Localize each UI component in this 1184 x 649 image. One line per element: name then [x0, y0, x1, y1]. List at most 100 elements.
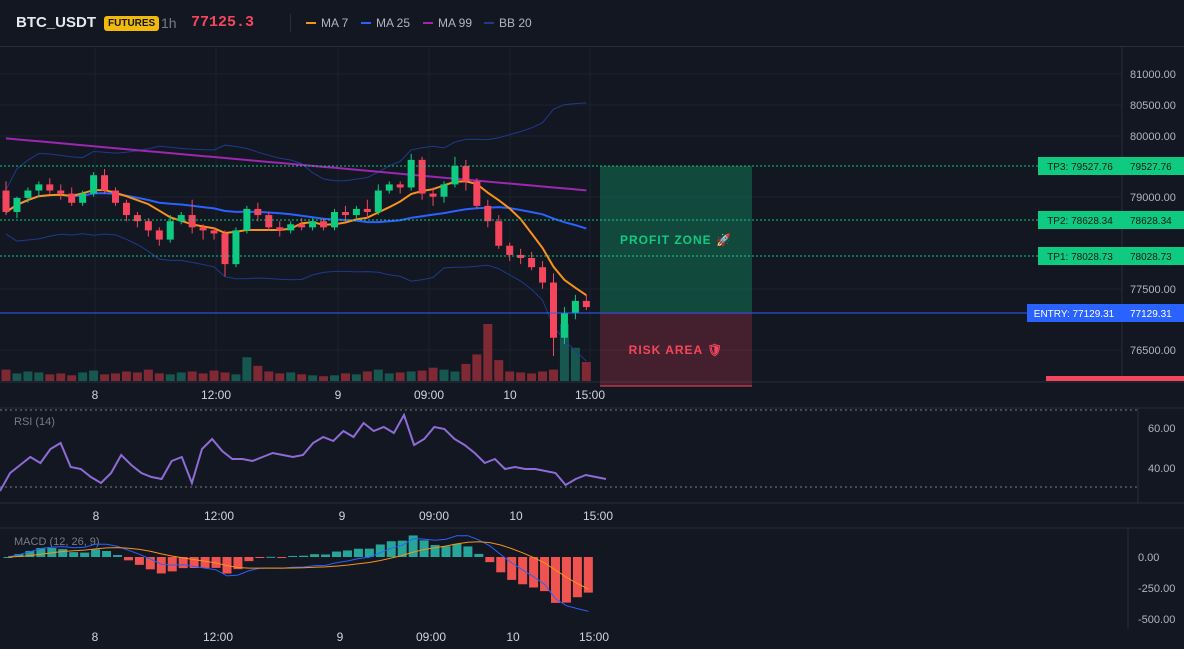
volume-bar: [154, 373, 164, 381]
tp1-axis-tag: [1122, 247, 1184, 265]
candle-body: [582, 300, 590, 308]
candle-body: [407, 159, 415, 188]
legend-bb20[interactable]: BB 20: [484, 16, 532, 30]
candle-body: [79, 193, 87, 203]
macd-histogram-bar: [299, 555, 309, 557]
time-label: 9: [335, 388, 342, 402]
volume-bar: [319, 376, 329, 381]
legend-ma7[interactable]: MA 7: [306, 16, 348, 30]
volume-bar: [373, 369, 383, 381]
volume-bar: [231, 374, 241, 381]
candle-body: [495, 221, 503, 246]
time-label: 12:00: [201, 388, 231, 402]
volume-bar: [505, 371, 515, 381]
candle-body: [265, 215, 273, 228]
entry-tag: [1027, 304, 1122, 322]
volume-bar: [67, 375, 77, 381]
candle-body: [243, 208, 251, 231]
candle-body: [13, 197, 21, 212]
entry-axis-tag: [1122, 304, 1184, 322]
candle-body: [68, 193, 76, 203]
tp2-tag: [1038, 211, 1122, 229]
time-label: 8: [92, 388, 99, 402]
entry-axis-value: 77129.31: [1130, 309, 1172, 320]
bb-upper-line: [5, 102, 587, 191]
volume-bar: [395, 372, 405, 381]
tp2-tag-label: TP2: 78628.34: [1047, 216, 1113, 227]
macd-histogram-bar: [58, 549, 68, 557]
timeframe-selector[interactable]: 1h: [161, 15, 177, 31]
price-tick: 76500.00: [1130, 345, 1176, 357]
volume-bar: [45, 374, 55, 381]
ma99-line: [5, 137, 587, 192]
candle-body: [46, 184, 54, 191]
main-grid: [0, 46, 1122, 382]
legend-ma99[interactable]: MA 99: [423, 16, 472, 30]
volume-bar: [23, 371, 33, 381]
volume-bar: [187, 371, 197, 381]
candle-body: [188, 215, 196, 228]
price-tick: 80500.00: [1130, 100, 1176, 112]
legend-ma25[interactable]: MA 25: [361, 16, 410, 30]
macd-histogram: [3, 535, 593, 603]
bollinger-bands: [5, 102, 587, 362]
macd-histogram-bar: [353, 548, 363, 557]
macd-histogram-bar: [102, 551, 112, 557]
tp1-axis-value: 78028.73: [1130, 252, 1172, 263]
volume-bar: [527, 373, 537, 381]
macd-histogram-bar: [91, 549, 101, 557]
macd-histogram-bar: [529, 557, 539, 588]
price-axis[interactable]: 81000.00 80500.00 80000.00 79000.00 7750…: [1130, 69, 1176, 357]
macd-histogram-bar: [3, 557, 13, 558]
macd-histogram-bar: [156, 557, 166, 574]
macd-histogram-bar: [244, 557, 254, 562]
rsi-time-axis: 8 12:00 9 09:00 10 15:00: [93, 509, 614, 523]
candle-body: [451, 166, 459, 185]
volume-bar: [12, 373, 22, 381]
time-label: 15:00: [583, 509, 613, 523]
tp2-axis-value: 78628.34: [1130, 216, 1172, 227]
volume-bar: [121, 371, 131, 381]
symbol-name[interactable]: BTC_USDT: [16, 14, 97, 31]
volume-price-marker: [1046, 376, 1184, 381]
macd-title: MACD (12, 26, 9): [14, 536, 100, 548]
volume-bars: [1, 324, 591, 381]
time-label: 10: [509, 509, 523, 523]
candle-body: [166, 221, 174, 240]
last-price: 77125.3: [191, 14, 255, 31]
rsi-title: RSI (14): [14, 416, 55, 428]
profit-zone-label: PROFIT ZONE 🚀: [620, 233, 732, 247]
candle-body: [101, 175, 109, 191]
macd-tick: -250.00: [1138, 583, 1175, 595]
candle-body: [473, 181, 481, 206]
macd-histogram-bar: [321, 554, 331, 557]
volume-bar: [100, 374, 110, 381]
candle-body: [112, 190, 119, 203]
volume-bar: [78, 372, 88, 381]
macd-line: [7, 535, 589, 612]
candle-body: [418, 159, 426, 194]
volume-bar: [581, 362, 591, 381]
volume-bar: [297, 374, 307, 381]
macd-histogram-bar: [419, 540, 429, 557]
macd-histogram-bar: [572, 557, 582, 598]
candle-body: [90, 175, 98, 194]
macd-histogram-bar: [342, 550, 352, 557]
candle-body: [309, 221, 317, 228]
main-time-axis[interactable]: 8 12:00 9 09:00 10 15:00: [92, 388, 606, 402]
price-tick: 77500.00: [1130, 284, 1176, 296]
candle-body: [144, 221, 152, 231]
macd-histogram-bar: [408, 535, 418, 557]
candle-body: [385, 184, 393, 191]
macd-histogram-bar: [69, 552, 79, 557]
macd-histogram-bar: [474, 553, 484, 557]
volume-bar: [143, 369, 153, 381]
volume-bar: [89, 370, 99, 381]
legend-ma99-label: MA 99: [438, 16, 473, 30]
volume-bar: [198, 373, 208, 381]
volume-bar: [176, 372, 186, 381]
macd-histogram-bar: [452, 543, 462, 557]
bb-lower-line: [5, 233, 587, 362]
time-label: 15:00: [575, 388, 605, 402]
